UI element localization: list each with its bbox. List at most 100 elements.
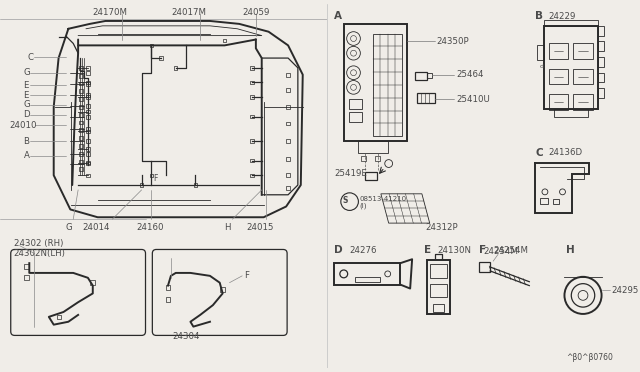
Text: 24254M: 24254M	[483, 247, 518, 256]
Text: H: H	[225, 222, 231, 231]
Bar	[86, 71, 90, 75]
Bar	[140, 183, 143, 187]
Bar	[166, 297, 170, 302]
Bar	[598, 57, 605, 67]
Bar	[344, 24, 407, 141]
Bar	[598, 88, 605, 98]
Text: F: F	[479, 246, 486, 256]
Bar	[598, 26, 605, 36]
Bar	[86, 174, 90, 177]
Bar	[79, 113, 83, 117]
Bar	[427, 73, 431, 78]
Bar	[598, 41, 605, 51]
Bar	[86, 147, 90, 151]
Bar	[479, 262, 490, 272]
Bar	[573, 69, 593, 84]
Bar	[86, 81, 90, 84]
Bar	[86, 66, 90, 70]
Bar	[24, 275, 29, 280]
Text: 24312P: 24312P	[426, 224, 458, 232]
Bar	[286, 139, 290, 143]
Text: C: C	[28, 52, 33, 62]
Bar	[573, 44, 593, 59]
Text: A: A	[24, 151, 29, 160]
Text: 24254M: 24254M	[493, 246, 528, 255]
Bar	[86, 129, 90, 133]
Text: E: E	[24, 91, 29, 100]
Text: 24304: 24304	[173, 332, 200, 341]
Bar	[250, 66, 253, 70]
Bar	[365, 172, 377, 180]
Bar	[417, 93, 435, 103]
Bar	[433, 304, 444, 312]
Bar	[86, 139, 90, 143]
Bar	[429, 264, 447, 278]
Bar	[286, 73, 290, 77]
Bar	[549, 44, 568, 59]
Bar	[86, 104, 90, 108]
Bar	[554, 109, 588, 117]
Bar	[415, 72, 427, 80]
Bar	[86, 93, 90, 97]
Text: G: G	[24, 100, 30, 109]
Bar	[286, 186, 290, 190]
Bar	[86, 161, 90, 164]
Text: 24015: 24015	[246, 222, 273, 231]
Bar	[86, 115, 90, 119]
Bar	[24, 264, 29, 269]
Bar	[86, 110, 90, 113]
Text: 24059: 24059	[242, 8, 269, 17]
Text: 24302N(LH): 24302N(LH)	[13, 249, 65, 258]
Bar	[537, 45, 544, 60]
Bar	[250, 174, 253, 177]
Bar	[79, 128, 83, 132]
Bar	[150, 174, 153, 177]
Bar	[250, 81, 253, 84]
Bar	[549, 69, 568, 84]
Bar	[286, 122, 290, 125]
Text: D: D	[334, 246, 342, 256]
Bar	[250, 140, 253, 143]
Text: D: D	[24, 110, 30, 119]
Text: F: F	[154, 174, 157, 183]
Bar	[79, 105, 83, 109]
Bar	[79, 74, 83, 78]
Text: S: S	[343, 196, 348, 205]
Bar	[79, 136, 83, 140]
Text: 24160: 24160	[137, 222, 164, 231]
Text: B: B	[535, 11, 543, 21]
Bar	[57, 315, 61, 319]
Bar	[553, 199, 559, 203]
Text: 24014: 24014	[82, 222, 109, 231]
Bar	[286, 88, 290, 92]
Bar	[79, 81, 83, 86]
Bar	[90, 280, 95, 285]
Text: C: C	[535, 148, 543, 158]
Bar	[540, 198, 548, 203]
Bar	[79, 152, 83, 156]
Bar	[373, 33, 403, 136]
Text: 24229: 24229	[549, 12, 576, 20]
Bar	[250, 159, 253, 162]
Bar	[286, 105, 290, 109]
Bar	[349, 112, 362, 122]
Text: 24136D: 24136D	[549, 148, 583, 157]
Bar	[79, 121, 83, 125]
Bar	[79, 144, 83, 148]
Text: 25419E: 25419E	[334, 169, 367, 178]
Bar	[79, 167, 83, 171]
Text: G: G	[24, 68, 30, 77]
Text: 24017M: 24017M	[171, 8, 206, 17]
Bar	[250, 115, 253, 118]
Text: E: E	[424, 246, 431, 256]
Text: H: H	[566, 246, 575, 256]
Bar	[159, 57, 163, 60]
Bar	[220, 287, 225, 292]
Text: 25410U: 25410U	[456, 94, 490, 103]
Bar	[86, 96, 90, 99]
Bar	[86, 83, 90, 86]
Bar	[79, 160, 83, 164]
Bar	[79, 89, 83, 93]
Bar	[429, 284, 447, 297]
Bar	[355, 277, 380, 282]
